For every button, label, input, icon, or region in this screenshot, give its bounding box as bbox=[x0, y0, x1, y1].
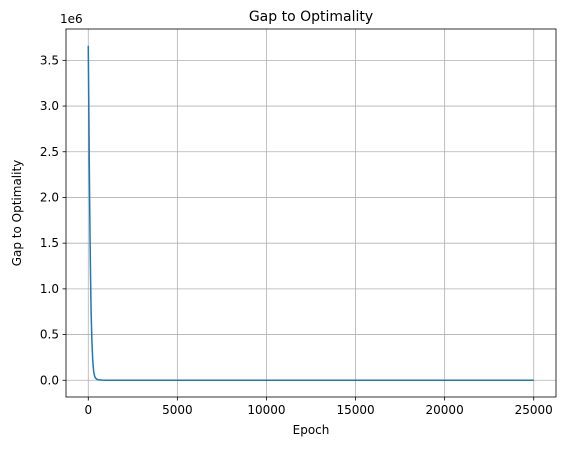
x-tick-label: 0 bbox=[84, 403, 92, 417]
y-scale-label: 1e6 bbox=[60, 12, 83, 26]
plot-frame bbox=[65, 28, 557, 398]
y-axis-label: Gap to Optimality bbox=[10, 160, 24, 267]
ticks: 0 5000 10000 15000 20000 25000 0.0 0.5 1.0 1.5 2.0… bbox=[40, 53, 553, 417]
x-tick-label: 25000 bbox=[515, 403, 553, 417]
series-line bbox=[87, 45, 534, 382]
y-tick-label: 3.5 bbox=[40, 53, 59, 67]
series-layer bbox=[87, 45, 534, 382]
y-tick-label: 2.0 bbox=[40, 190, 59, 204]
x-tick-label: 15000 bbox=[336, 403, 374, 417]
x-axis-label: Epoch bbox=[293, 423, 330, 437]
x-tick-label: 10000 bbox=[247, 403, 285, 417]
y-tick-label: 1.5 bbox=[40, 236, 59, 250]
x-tick-label: 5000 bbox=[162, 403, 193, 417]
chart-title: Gap to Optimality bbox=[249, 9, 373, 25]
y-tick-label: 1.0 bbox=[40, 282, 59, 296]
y-tick-label: 3.0 bbox=[40, 99, 59, 113]
y-tick-label: 2.5 bbox=[40, 145, 59, 159]
grid bbox=[66, 29, 556, 397]
y-tick-label: 0.5 bbox=[40, 328, 59, 342]
x-tick-label: 20000 bbox=[426, 403, 464, 417]
y-tick-label: 0.0 bbox=[40, 373, 59, 387]
